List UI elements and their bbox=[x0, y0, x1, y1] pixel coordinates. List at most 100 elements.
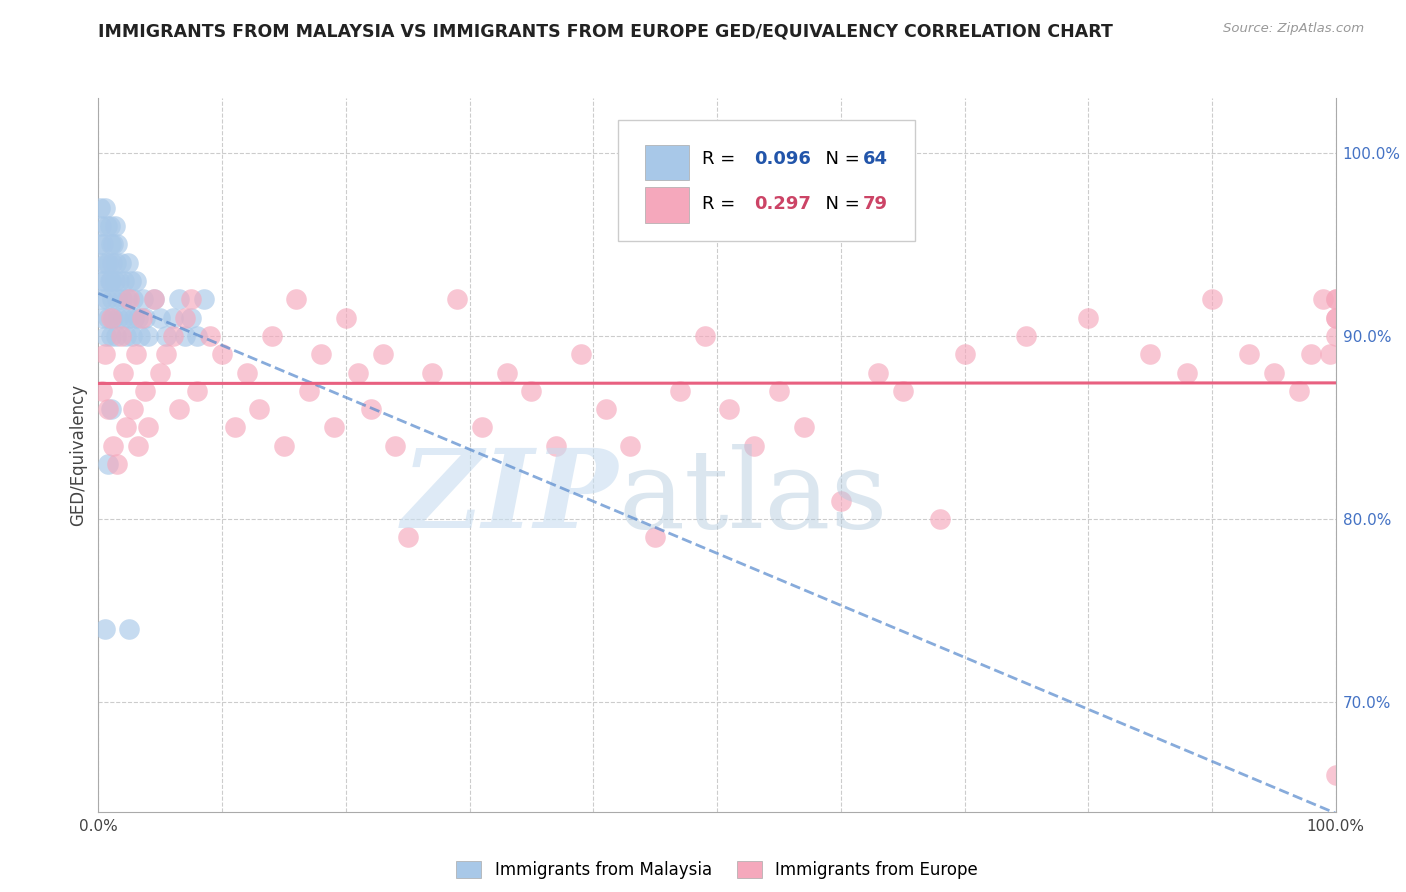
Point bbox=[120, 274, 142, 288]
Point bbox=[396, 530, 419, 544]
Point bbox=[162, 310, 184, 325]
Point bbox=[1288, 384, 1310, 398]
Point bbox=[928, 512, 950, 526]
Point bbox=[669, 384, 692, 398]
Point bbox=[1324, 768, 1347, 782]
Point bbox=[174, 329, 197, 343]
Point bbox=[89, 237, 111, 252]
Point bbox=[103, 439, 125, 453]
Point bbox=[108, 274, 131, 288]
Point bbox=[793, 420, 815, 434]
Point bbox=[149, 366, 172, 380]
Point bbox=[136, 420, 159, 434]
Point bbox=[112, 274, 135, 288]
Point bbox=[1299, 347, 1322, 361]
Point bbox=[619, 439, 641, 453]
Point bbox=[103, 310, 125, 325]
Point bbox=[273, 439, 295, 453]
Point bbox=[143, 293, 166, 307]
Text: R =: R = bbox=[702, 194, 741, 212]
FancyBboxPatch shape bbox=[645, 187, 689, 223]
Point bbox=[98, 274, 121, 288]
Point bbox=[104, 329, 127, 343]
Point bbox=[198, 329, 221, 343]
Point bbox=[1237, 347, 1260, 361]
Point bbox=[103, 237, 125, 252]
Point bbox=[167, 293, 190, 307]
Point bbox=[90, 274, 112, 288]
Point bbox=[285, 293, 308, 307]
Point bbox=[89, 201, 111, 215]
Point bbox=[1263, 366, 1285, 380]
Point bbox=[644, 530, 666, 544]
Point bbox=[129, 329, 152, 343]
Point bbox=[93, 201, 115, 215]
Point bbox=[127, 439, 149, 453]
Point bbox=[118, 622, 141, 636]
Point bbox=[105, 237, 128, 252]
Point bbox=[595, 402, 617, 417]
Point bbox=[97, 256, 120, 270]
Point bbox=[1324, 293, 1347, 307]
Point bbox=[162, 329, 184, 343]
Point bbox=[830, 493, 852, 508]
Point bbox=[115, 293, 138, 307]
Point bbox=[1324, 310, 1347, 325]
Point bbox=[93, 310, 115, 325]
Point bbox=[247, 402, 270, 417]
Point bbox=[110, 329, 132, 343]
Point bbox=[110, 256, 132, 270]
Point bbox=[118, 310, 141, 325]
Point bbox=[91, 256, 114, 270]
Text: IMMIGRANTS FROM MALAYSIA VS IMMIGRANTS FROM EUROPE GED/EQUIVALENCY CORRELATION C: IMMIGRANTS FROM MALAYSIA VS IMMIGRANTS F… bbox=[98, 22, 1114, 40]
Point bbox=[180, 293, 202, 307]
Point bbox=[167, 402, 190, 417]
Point bbox=[111, 293, 134, 307]
Point bbox=[260, 329, 283, 343]
Point bbox=[742, 439, 765, 453]
Point bbox=[1201, 293, 1223, 307]
Point bbox=[112, 310, 135, 325]
Point bbox=[122, 293, 145, 307]
FancyBboxPatch shape bbox=[645, 145, 689, 180]
Point bbox=[422, 366, 444, 380]
Point bbox=[132, 293, 155, 307]
Text: 0.297: 0.297 bbox=[754, 194, 811, 212]
Point bbox=[134, 384, 156, 398]
Point bbox=[134, 310, 156, 325]
Point bbox=[384, 439, 406, 453]
Point bbox=[122, 402, 145, 417]
Point bbox=[768, 384, 790, 398]
Point bbox=[1312, 293, 1334, 307]
Point bbox=[121, 329, 143, 343]
Point bbox=[322, 420, 344, 434]
Point bbox=[124, 310, 146, 325]
Point bbox=[103, 219, 125, 234]
Point bbox=[309, 347, 332, 361]
Point bbox=[335, 310, 357, 325]
Point bbox=[101, 293, 124, 307]
Point bbox=[98, 219, 121, 234]
Point bbox=[180, 310, 202, 325]
Text: Source: ZipAtlas.com: Source: ZipAtlas.com bbox=[1223, 22, 1364, 36]
Point bbox=[1077, 310, 1099, 325]
Text: N =: N = bbox=[814, 194, 865, 212]
Point bbox=[114, 329, 136, 343]
Point bbox=[101, 256, 124, 270]
Text: ZIP: ZIP bbox=[402, 444, 619, 551]
Point bbox=[155, 329, 177, 343]
Point bbox=[174, 310, 197, 325]
Point bbox=[93, 622, 115, 636]
Point bbox=[186, 384, 208, 398]
Point bbox=[93, 237, 115, 252]
Point bbox=[546, 439, 568, 453]
Point bbox=[94, 329, 117, 343]
Point bbox=[718, 402, 741, 417]
Point bbox=[866, 366, 889, 380]
Text: atlas: atlas bbox=[619, 444, 887, 551]
Point bbox=[94, 256, 117, 270]
Point bbox=[1324, 310, 1347, 325]
Point bbox=[1015, 329, 1038, 343]
Text: 79: 79 bbox=[863, 194, 889, 212]
Point bbox=[186, 329, 208, 343]
